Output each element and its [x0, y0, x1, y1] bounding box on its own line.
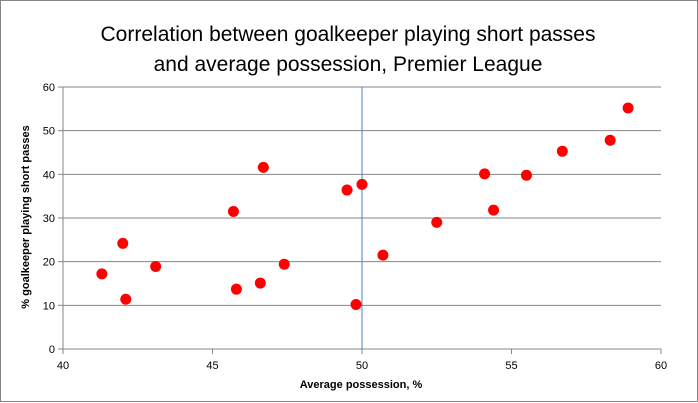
tick-labels: 0 10 20 30 40 50 60 40 45 50 55 60: [43, 82, 667, 372]
data-point: [254, 277, 266, 289]
data-point: [431, 216, 443, 228]
y-tick-label: 0: [49, 344, 55, 356]
data-point: [604, 134, 616, 146]
data-points: [96, 102, 634, 310]
axes: [58, 86, 662, 354]
chart-title-line-1: Correlation between goalkeeper playing s…: [101, 23, 596, 46]
y-tick-label: 20: [43, 257, 55, 269]
data-point: [356, 178, 368, 190]
data-point: [520, 169, 532, 181]
data-point: [622, 102, 634, 114]
y-tick-label: 60: [43, 82, 55, 94]
data-point: [96, 268, 108, 280]
data-point: [479, 168, 491, 180]
chart-title-line-2: and average possession, Premier League: [154, 53, 543, 76]
data-point: [488, 204, 500, 216]
data-point: [120, 293, 132, 305]
x-tick-label: 60: [655, 360, 667, 372]
data-point: [227, 205, 239, 217]
x-tick-label: 40: [57, 360, 69, 372]
x-axis-title: Average possession, %: [300, 379, 423, 391]
data-point: [117, 237, 129, 249]
data-point: [350, 298, 362, 310]
y-tick-label: 40: [43, 169, 55, 181]
y-axis-title: % goalkeeper playing short passes: [20, 125, 32, 308]
data-point: [377, 249, 389, 261]
data-point: [341, 184, 353, 196]
x-tick-label: 55: [505, 360, 517, 372]
x-tick-label: 45: [206, 360, 218, 372]
data-point: [278, 258, 290, 270]
y-tick-label: 30: [43, 213, 55, 225]
data-point: [150, 260, 162, 272]
x-tick-label: 50: [356, 360, 368, 372]
data-point: [230, 283, 242, 295]
data-point: [556, 145, 568, 157]
y-tick-label: 50: [43, 126, 55, 138]
data-point: [257, 161, 269, 173]
y-tick-label: 10: [43, 300, 55, 312]
